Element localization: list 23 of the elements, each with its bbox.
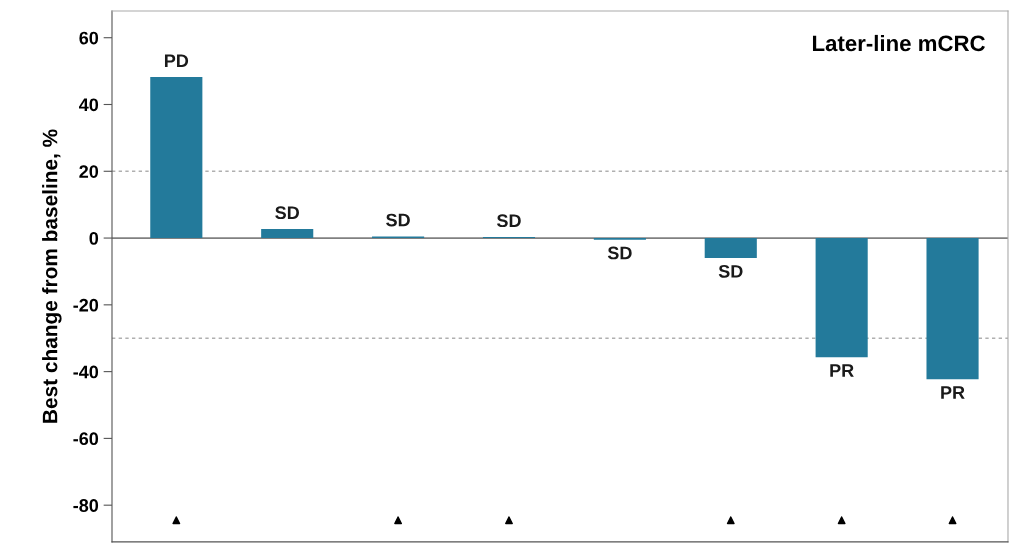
y-tick-label: 40 [79,98,99,112]
bar [150,77,203,239]
data-label: PR [941,386,965,399]
data-label: PD [164,54,189,67]
y-tick-label: 0 [89,231,99,245]
bar [926,238,979,380]
y-axis-title: Best change from baseline, % [42,129,62,423]
data-label: SD [275,206,299,220]
bar [815,238,868,358]
y-tick-label: 20 [79,165,99,178]
y-tick-label: -40 [73,365,99,379]
y-tick-label: -80 [73,499,99,512]
data-label: SD [386,213,410,227]
y-tick-label: 60 [79,31,99,45]
text: Later-line mCRC [812,34,985,52]
bar [704,238,757,259]
y-tick-label: -20 [73,298,99,312]
data-label: SD [496,214,521,228]
data-label: SD [718,264,743,278]
bar [261,229,314,239]
data-label: SD [607,246,632,260]
y-tick-label: -60 [73,432,99,446]
data-label: PR [830,364,854,377]
